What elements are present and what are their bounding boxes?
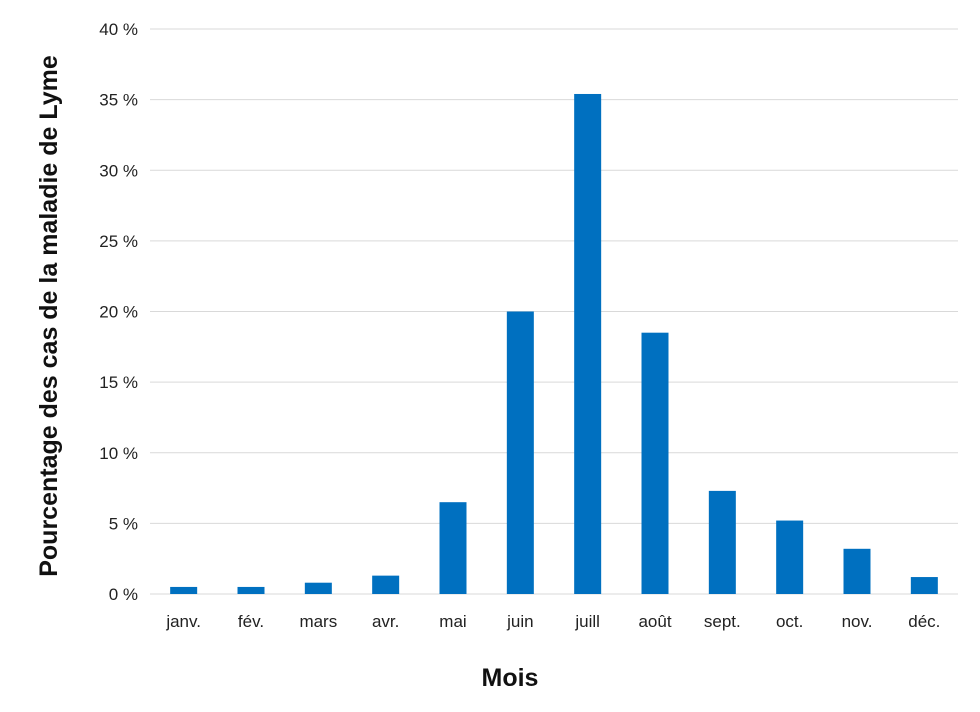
bar-8 — [708, 490, 736, 594]
gridlines — [150, 28, 958, 595]
y-tick-label: 40 % — [99, 20, 138, 39]
y-tick-label: 0 % — [109, 585, 138, 604]
bar-5 — [506, 311, 534, 594]
y-tick-label: 5 % — [109, 514, 138, 533]
bar-11 — [910, 577, 938, 594]
bar-4 — [439, 502, 467, 594]
x-tick-label: avr. — [372, 612, 399, 631]
y-tick-label: 20 % — [99, 303, 138, 322]
x-tick-label: sept. — [704, 612, 741, 631]
x-tick-label: juill — [574, 612, 600, 631]
bar-3 — [372, 575, 400, 594]
y-tick-label: 35 % — [99, 91, 138, 110]
x-tick-label: fév. — [238, 612, 264, 631]
y-tick-label: 10 % — [99, 444, 138, 463]
x-tick-label: oct. — [776, 612, 803, 631]
y-axis-title: Pourcentage des cas de la maladie de Lym… — [35, 55, 63, 577]
bars — [170, 93, 938, 594]
bar-0 — [170, 586, 198, 594]
bar-10 — [843, 548, 871, 594]
y-tick-label: 15 % — [99, 373, 138, 392]
bar-7 — [641, 332, 669, 594]
y-tick-label: 30 % — [99, 161, 138, 180]
bar-2 — [304, 582, 332, 594]
x-tick-label: mars — [299, 612, 337, 631]
y-tick-label: 25 % — [99, 232, 138, 251]
x-tick-label: mai — [439, 612, 466, 631]
x-axis-ticks: janv. fév. mars avr. mai juin juill août sept. oc… — [165, 612, 940, 631]
bar-6 — [574, 93, 602, 594]
x-tick-label: juin — [506, 612, 533, 631]
x-tick-label: janv. — [165, 612, 201, 631]
x-tick-label: nov. — [842, 612, 873, 631]
x-tick-label: déc. — [908, 612, 940, 631]
x-tick-label: août — [638, 612, 671, 631]
bar-1 — [237, 586, 265, 594]
y-axis-ticks: 0 % 5 % 10 % 15 % 20 % 25 % 30 % 35 % 40 % — [99, 20, 138, 604]
bar-9 — [776, 520, 804, 594]
x-axis-title: Mois — [482, 664, 539, 692]
